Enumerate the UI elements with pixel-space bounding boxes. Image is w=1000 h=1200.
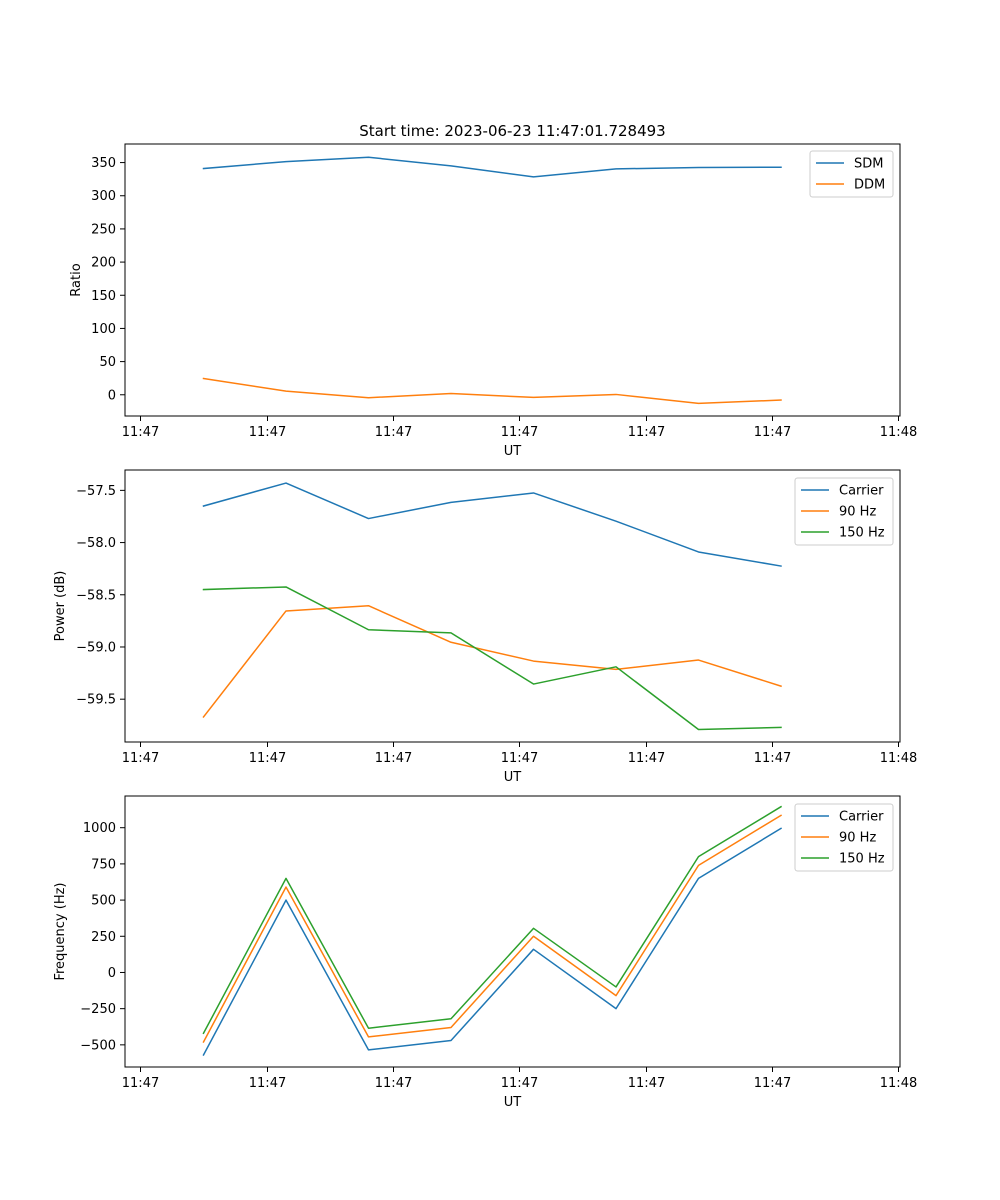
y-tick-label: 250	[91, 930, 116, 945]
legend: Carrier 90 Hz 150 Hz	[794, 803, 894, 872]
plot-area-frame	[124, 469, 901, 743]
series-line-90-hz	[202, 604, 782, 718]
x-tick-label: 11:47	[628, 1076, 665, 1091]
x-tick-label: 11:47	[249, 751, 286, 766]
y-tick-label: 1000	[83, 821, 116, 836]
y-tick-label: 0	[108, 966, 116, 981]
legend-label: Carrier	[839, 810, 884, 825]
series-line-ddm	[202, 377, 782, 405]
y-tick-label: 100	[91, 322, 116, 337]
y-tick-label: 500	[91, 894, 116, 909]
x-tick-label: 11:47	[501, 425, 538, 440]
y-tick-label: −500	[80, 1038, 116, 1053]
y-axis-label: Ratio	[69, 263, 84, 296]
subplot-2: 11:47 11:47 11:47 11:47 11:47 11:47 11:48 −59.5…	[53, 469, 917, 785]
x-tick-label: 11:47	[754, 751, 791, 766]
y-tick-label: −59.5	[76, 693, 116, 708]
x-tick-label: 11:47	[501, 1076, 538, 1091]
x-tick-label: 11:47	[375, 1076, 412, 1091]
y-tick-label: −250	[80, 1002, 116, 1017]
legend-label: Carrier	[839, 484, 884, 499]
x-tick-label: 11:47	[122, 751, 159, 766]
x-axis-label: UT	[504, 770, 522, 785]
series-line-90-hz	[202, 814, 783, 1043]
y-tick-label: 200	[91, 256, 116, 271]
series-line-150-hz	[202, 805, 783, 1035]
legend-label: 90 Hz	[839, 505, 876, 520]
x-tick-label: 11:47	[122, 425, 159, 440]
subplot-1: 11:47 11:47 11:47 11:47 11:47 11:47 11:48 0 50 10…	[69, 143, 917, 459]
legend-label: DDM	[854, 178, 885, 193]
series-line-carrier	[202, 482, 782, 567]
series-line-sdm	[202, 156, 782, 178]
legend-box	[794, 803, 894, 872]
y-tick-label: −59.0	[76, 640, 116, 655]
x-tick-label: 11:48	[880, 425, 917, 440]
series-line-carrier	[202, 827, 783, 1056]
subplots: 11:47 11:47 11:47 11:47 11:47 11:47 11:48 0 50 10…	[53, 143, 917, 1110]
y-tick-label: 0	[108, 388, 116, 403]
y-tick-label: 350	[91, 156, 116, 171]
x-tick-label: 11:47	[501, 751, 538, 766]
y-tick-label: 250	[91, 222, 116, 237]
y-tick-label: 50	[99, 355, 116, 370]
figure-title: Start time: 2023-06-23 11:47:01.728493	[359, 122, 665, 140]
x-tick-label: 11:48	[880, 751, 917, 766]
x-tick-label: 11:47	[754, 425, 791, 440]
x-tick-label: 11:47	[375, 751, 412, 766]
x-tick-label: 11:47	[628, 751, 665, 766]
x-tick-label: 11:47	[122, 1076, 159, 1091]
y-tick-label: −58.5	[76, 588, 116, 603]
y-tick-label: −57.5	[76, 484, 116, 499]
legend-label: SDM	[854, 157, 883, 172]
y-axis-label: Power (dB)	[53, 571, 68, 642]
legend: SDM DDM	[809, 150, 894, 198]
legend: Carrier 90 Hz 150 Hz	[794, 477, 894, 546]
y-tick-label: −58.0	[76, 536, 116, 551]
subplot-3: 11:47 11:47 11:47 11:47 11:47 11:47 11:48 −500 −…	[53, 795, 917, 1110]
x-tick-label: 11:47	[754, 1076, 791, 1091]
y-tick-label: 300	[91, 189, 116, 204]
x-tick-label: 11:47	[249, 425, 286, 440]
x-tick-label: 11:47	[375, 425, 412, 440]
legend-label: 150 Hz	[839, 852, 885, 867]
legend-label: 90 Hz	[839, 831, 876, 846]
series-line-150-hz	[202, 586, 782, 731]
y-axis-label: Frequency (Hz)	[53, 882, 68, 980]
plot-area-frame	[124, 795, 901, 1068]
legend-box	[794, 477, 894, 546]
x-axis-label: UT	[504, 444, 522, 459]
y-tick-label: 750	[91, 857, 116, 872]
y-tick-label: 150	[91, 289, 116, 304]
x-axis-label: UT	[504, 1095, 522, 1110]
x-tick-label: 11:47	[249, 1076, 286, 1091]
plot-area-frame	[124, 143, 901, 417]
legend-label: 150 Hz	[839, 526, 885, 541]
x-tick-label: 11:47	[628, 425, 665, 440]
x-tick-label: 11:48	[880, 1076, 917, 1091]
